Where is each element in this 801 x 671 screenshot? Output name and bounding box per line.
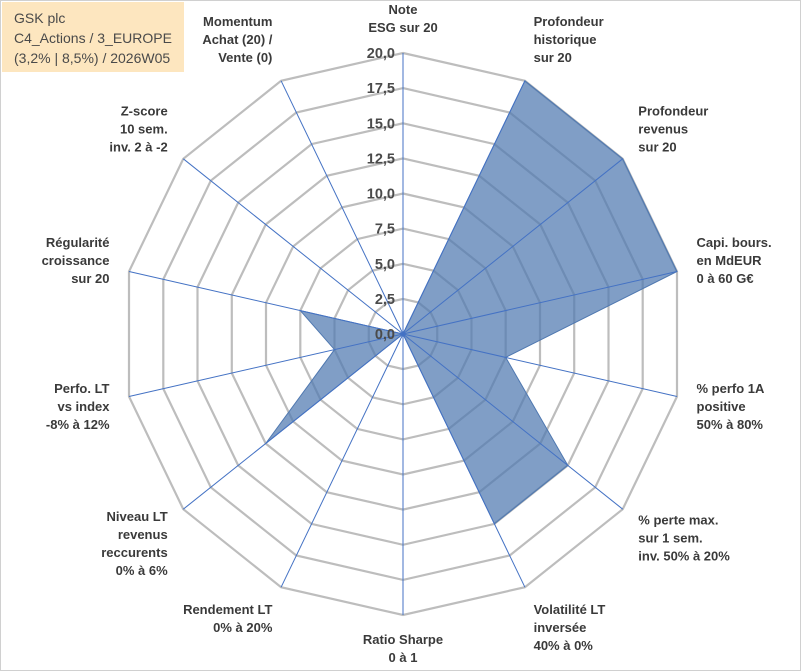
axis-label: Capi. bours. en MdEUR 0 à 60 G€: [697, 235, 772, 286]
axis-spoke: [280, 80, 404, 335]
tick-label: 0,0: [375, 327, 395, 343]
axis-label: Rendement LT 0% à 20%: [183, 602, 273, 635]
tick-label: 10,0: [367, 187, 395, 203]
tick-label: 15,0: [367, 116, 395, 132]
axis-spoke: [128, 271, 404, 335]
tick-label: 7,5: [375, 222, 395, 238]
axis-spoke: [128, 333, 404, 397]
axis-spoke: [182, 158, 404, 335]
tick-label: 5,0: [375, 257, 395, 273]
data-series-area: [265, 80, 678, 525]
chart-title: GSK plc: [14, 10, 66, 26]
axis-label: Z-score 10 sem. inv. 2 à -2: [109, 104, 167, 155]
axis-label: Momentum Achat (20) / Vente (0): [202, 14, 272, 65]
chart-subtitle-category: C4_Actions / 3_EUROPE: [14, 30, 172, 46]
axis-label: Note ESG sur 20: [368, 2, 437, 35]
axis-label: % perte max. sur 1 sem. inv. 50% à 20%: [638, 513, 730, 564]
axis-spoke: [402, 271, 678, 335]
axis-spoke: [402, 333, 526, 588]
title-box: GSK plc C4_Actions / 3_EUROPE (3,2% | 8,…: [2, 2, 184, 72]
axis-label: Perfo. LT vs index -8% à 12%: [46, 381, 110, 432]
axis-label: Profondeur historique sur 20: [534, 14, 604, 65]
axis-label: Profondeur revenus sur 20: [638, 104, 708, 155]
chart-subtitle-stats: (3,2% | 8,5%) / 2026W05: [14, 50, 171, 66]
axis-spoke: [182, 333, 404, 510]
tick-label: 20,0: [367, 46, 395, 62]
axis-spoke: [402, 158, 624, 335]
axis-spoke: [280, 333, 404, 588]
tick-label: 12,5: [367, 151, 395, 167]
axis-spoke: [402, 333, 678, 397]
axis-label: Volatilité LT inversée 40% à 0%: [534, 602, 606, 653]
axis-spoke: [402, 80, 526, 335]
tick-label: 17,5: [367, 81, 395, 97]
axis-spoke: [402, 333, 624, 510]
axis-label: Régularité croissance sur 20: [42, 235, 110, 286]
axis-label: Niveau LT revenus reccurents 0% à 6%: [101, 509, 168, 578]
axis-label: Ratio Sharpe 0 à 1: [363, 632, 443, 665]
axis-label: % perfo 1A positive 50% à 80%: [697, 381, 766, 432]
tick-label: 2,5: [375, 292, 395, 308]
